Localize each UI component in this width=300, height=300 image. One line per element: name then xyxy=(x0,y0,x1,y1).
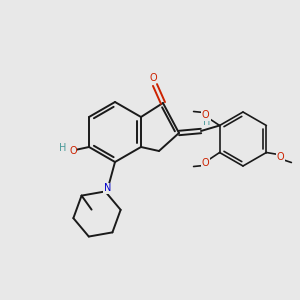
Text: H: H xyxy=(59,143,67,153)
Text: O: O xyxy=(202,110,209,121)
Text: O: O xyxy=(202,158,209,167)
Text: H: H xyxy=(203,117,211,127)
Text: O: O xyxy=(69,146,77,156)
Text: N: N xyxy=(103,183,111,194)
Text: O: O xyxy=(149,73,157,83)
Text: O: O xyxy=(277,152,284,161)
